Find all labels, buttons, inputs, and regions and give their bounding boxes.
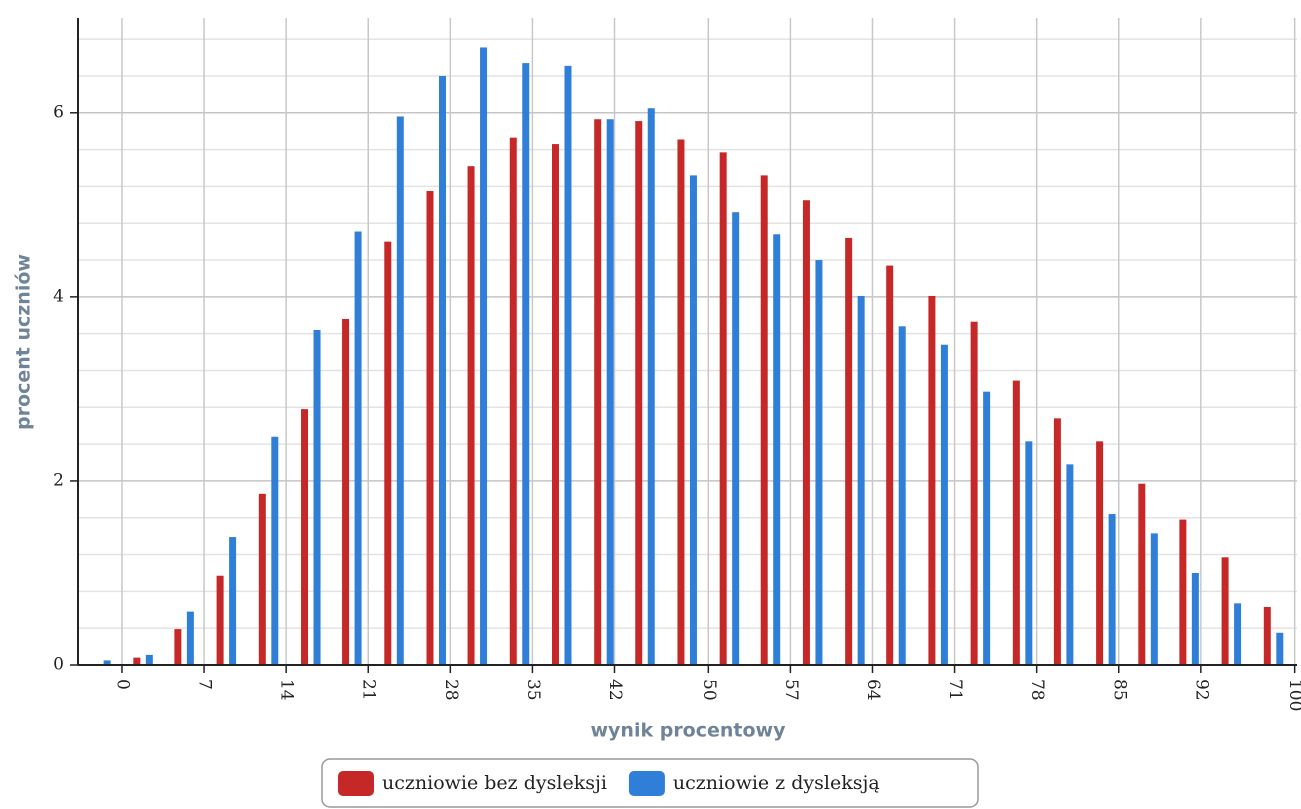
bar	[271, 436, 279, 665]
bar	[773, 234, 781, 666]
grid	[78, 18, 1297, 666]
bar	[1263, 607, 1271, 665]
x-axis-title: wynik procentowy	[590, 720, 786, 742]
bar	[1179, 519, 1187, 665]
bar	[145, 654, 153, 665]
y-tick-label: 0	[53, 655, 64, 675]
bar	[1025, 441, 1033, 665]
bar	[1234, 603, 1242, 665]
bar	[313, 329, 321, 665]
bar	[551, 144, 559, 665]
bar	[760, 175, 768, 666]
bar	[677, 139, 685, 666]
y-axis-title: procent uczniów	[13, 254, 35, 430]
bar	[564, 65, 572, 666]
bar	[522, 63, 530, 665]
bar	[1276, 632, 1284, 665]
bar	[857, 295, 865, 665]
bar	[1138, 483, 1146, 665]
bar	[426, 191, 434, 666]
bar	[342, 318, 350, 665]
bar	[354, 231, 362, 665]
x-tick-label: 42	[605, 679, 625, 701]
bar	[467, 166, 475, 665]
bar	[898, 326, 906, 665]
bar	[886, 265, 894, 665]
x-tick-label: 35	[523, 679, 543, 701]
x-tick-label: 78	[1027, 679, 1047, 701]
bar	[689, 175, 697, 666]
x-tick-label: 21	[359, 679, 379, 701]
bar	[1221, 557, 1229, 665]
bar	[983, 391, 991, 665]
bar	[606, 119, 614, 666]
x-tick-label: 14	[277, 679, 297, 701]
bar	[970, 321, 978, 665]
bar	[509, 137, 517, 665]
bar	[1066, 464, 1074, 665]
bar	[396, 116, 404, 665]
bar	[594, 119, 602, 666]
bar	[635, 121, 643, 665]
x-tick-label: 92	[1191, 679, 1211, 701]
x-tick-label: 100	[1285, 679, 1301, 711]
bar	[732, 212, 740, 666]
x-tick-label: 71	[945, 679, 965, 701]
x-tick-label: 7	[195, 679, 215, 690]
bar	[480, 47, 488, 665]
bar	[216, 575, 224, 665]
x-tick-label: 28	[441, 679, 461, 701]
bar	[1108, 514, 1116, 665]
x-tick-label: 64	[863, 679, 883, 701]
bar	[815, 260, 823, 665]
y-tick-label: 4	[53, 286, 64, 306]
bar	[229, 537, 237, 665]
y-tick-label: 2	[53, 470, 64, 490]
legend-label: uczniowie bez dysleksji	[382, 772, 607, 794]
bar	[103, 660, 111, 665]
bar	[845, 237, 853, 665]
bar	[1150, 533, 1158, 665]
bar	[1012, 380, 1020, 665]
bar	[301, 409, 309, 665]
axes: 0 2 4 6 0 7 14 21 28 35 42 50 57 64 71 78 85 92 100	[53, 18, 1301, 711]
legend-label: uczniowie z dysleksją	[673, 772, 880, 794]
bar	[133, 657, 141, 665]
bars	[103, 47, 1284, 666]
legend: uczniowie bez dysleksji uczniowie z dysle…	[321, 758, 979, 808]
bar	[940, 344, 948, 665]
y-tick-label: 6	[53, 102, 64, 122]
x-tick-label: 85	[1109, 679, 1129, 701]
bar	[928, 295, 936, 665]
legend-swatch	[338, 771, 374, 796]
bar	[1053, 418, 1061, 665]
x-tick-label: 57	[781, 679, 801, 701]
bar	[719, 152, 727, 665]
bar	[186, 611, 194, 665]
bar	[1191, 572, 1199, 665]
bar	[384, 241, 392, 666]
bar	[647, 108, 655, 665]
bar	[439, 75, 447, 665]
bar	[174, 629, 182, 665]
bar	[802, 200, 810, 665]
x-tick-label: 50	[699, 679, 719, 701]
legend-swatch	[628, 771, 665, 796]
bar	[258, 493, 266, 665]
x-tick-label: 0	[112, 679, 132, 690]
bar	[1096, 441, 1104, 665]
